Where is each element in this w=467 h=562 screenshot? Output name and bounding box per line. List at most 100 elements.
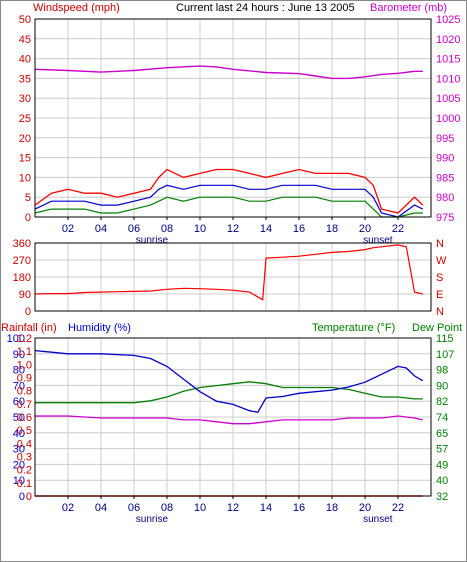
humidity-tick-label: 20 [13, 459, 25, 471]
direction-degree-label: 0 [25, 306, 31, 318]
wind-direction-line [34, 244, 423, 301]
barometer-axis-title: Barometer (mb) [370, 2, 447, 14]
x-tick-label: 20 [359, 502, 371, 514]
x-tick-label: 08 [161, 502, 173, 514]
sunset-label: sunset [363, 235, 393, 246]
temperature-axis-title: Temperature (°F) [312, 322, 395, 334]
x-tick-label: 04 [95, 223, 107, 235]
windspeed-tick-label: 5 [25, 192, 31, 204]
rainfall-tick-label: 0.4 [17, 438, 32, 450]
barometer-tick-label: 995 [436, 133, 454, 145]
direction-degree-label: 180 [13, 272, 31, 284]
windspeed-tick-label: 45 [19, 34, 31, 46]
windspeed-tick-label: 20 [19, 133, 31, 145]
direction-plot-border [34, 242, 432, 312]
barometer-line [34, 65, 423, 80]
x-tick-label: 16 [293, 223, 305, 235]
x-tick-label: 12 [227, 502, 239, 514]
compass-point-label: E [436, 289, 443, 301]
sunrise-label: sunrise [136, 514, 169, 525]
humidity-axis-title: Humidity (%) [68, 322, 131, 334]
barometer-tick-label: 1015 [436, 54, 460, 66]
x-tick-label: 14 [260, 223, 272, 235]
humidity-tick-label: 10 [13, 475, 25, 487]
wind-average-line [34, 184, 424, 218]
x-tick-label: 08 [161, 223, 173, 235]
direction-degree-label: 90 [19, 289, 31, 301]
windspeed-tick-label: 10 [19, 172, 31, 184]
direction-degree-label: 270 [13, 255, 31, 267]
humidity-tick-label: 90 [13, 349, 25, 361]
rainfall-tick-label: 1.0 [17, 359, 32, 371]
barometer-tick-label: 985 [436, 172, 454, 184]
temperature-tick-label: 57 [436, 444, 448, 456]
temperature-tick-label: 82 [436, 396, 448, 408]
windspeed-tick-label: 40 [19, 54, 31, 66]
x-tick-label: 10 [194, 223, 206, 235]
windspeed-tick-label: 35 [19, 73, 31, 85]
barometer-tick-label: 1010 [436, 73, 460, 85]
compass-point-label: N [436, 306, 444, 318]
chart-title: Current last 24 hours : June 13 2005 [176, 2, 355, 14]
x-tick-label: 18 [326, 223, 338, 235]
temperature-tick-label: 49 [436, 459, 448, 471]
windspeed-tick-label: 0 [25, 212, 31, 224]
temperature-tick-label: 115 [436, 333, 454, 345]
x-tick-label: 02 [62, 223, 74, 235]
barometer-tick-label: 1025 [436, 14, 460, 26]
rainfall-tick-label: 0.5 [17, 425, 32, 437]
wind-min-line [34, 196, 423, 218]
humidity-tick-label: 100 [7, 333, 25, 345]
temperature-tick-label: 32 [436, 491, 448, 503]
barometer-tick-label: 990 [436, 153, 454, 165]
windspeed-tick-label: 50 [19, 14, 31, 26]
humidity-tick-label: 70 [13, 380, 25, 392]
temperature-tick-label: 107 [436, 349, 454, 361]
x-tick-label: 22 [392, 223, 404, 235]
rainfall-tick-label: 0 [26, 491, 32, 503]
temperature-tick-label: 98 [436, 365, 448, 377]
humidity-temperature-panel: 010203040506070809010000.10.20.30.40.50.… [7, 333, 455, 525]
humidity-tick-label: 80 [13, 365, 25, 377]
x-tick-label: 20 [359, 223, 371, 235]
barometer-tick-label: 1005 [436, 93, 460, 105]
rainfall-tick-label: 0.8 [17, 386, 32, 398]
barometer-tick-label: 980 [436, 192, 454, 204]
windspeed-axis-title: Windspeed (mph) [33, 2, 120, 14]
sunset-label: sunset [363, 514, 393, 525]
humidity-tick-label: 40 [13, 428, 25, 440]
windspeed-tick-label: 25 [19, 113, 31, 125]
windspeed-tick-label: 15 [19, 153, 31, 165]
x-tick-label: 04 [95, 502, 107, 514]
rainfall-tick-label: 0.6 [17, 412, 32, 424]
temperature-tick-label: 90 [436, 380, 448, 392]
x-tick-label: 02 [62, 502, 74, 514]
humidity-tick-label: 30 [13, 444, 25, 456]
temperature-tick-label: 74 [436, 412, 448, 424]
x-tick-label: 22 [392, 502, 404, 514]
x-tick-label: 06 [128, 502, 140, 514]
barometer-tick-label: 975 [436, 212, 454, 224]
direction-degree-label: 360 [13, 238, 31, 250]
rainfall-axis-title: Rainfall (in) [1, 322, 57, 334]
x-tick-label: 14 [260, 502, 272, 514]
temperature-tick-label: 65 [436, 428, 448, 440]
barometer-tick-label: 1000 [436, 113, 460, 125]
windspeed-tick-label: 30 [19, 93, 31, 105]
sunrise-label: sunrise [136, 235, 169, 246]
rainfall-tick-label: 0.2 [17, 465, 32, 477]
x-tick-label: 10 [194, 502, 206, 514]
compass-point-label: S [436, 272, 443, 284]
temperature-tick-label: 40 [436, 475, 448, 487]
rainfall-tick-label: 0.9 [17, 373, 32, 385]
wind-gust-line [34, 168, 424, 214]
rainfall-tick-label: 0.1 [17, 478, 32, 490]
x-tick-label: 06 [128, 223, 140, 235]
x-tick-label: 18 [326, 502, 338, 514]
compass-point-label: N [436, 238, 444, 250]
temperature-line [35, 381, 423, 404]
x-tick-label: 16 [293, 502, 305, 514]
